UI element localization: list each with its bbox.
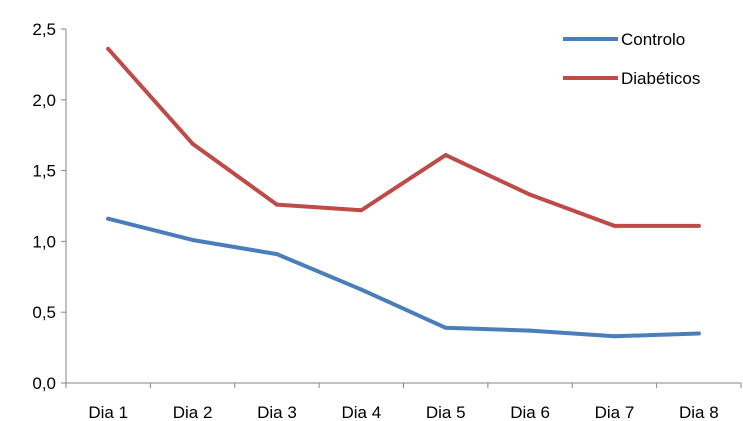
y-tick-label: 2,0 — [32, 91, 56, 110]
x-tick-label: Dia 3 — [257, 403, 297, 421]
data-point — [696, 331, 701, 336]
data-point — [274, 252, 279, 257]
data-point — [612, 223, 617, 228]
series-lines — [106, 46, 701, 339]
x-tick-label: Dia 4 — [341, 403, 381, 421]
data-point — [528, 192, 533, 197]
data-point — [443, 325, 448, 330]
x-tick-label: Dia 6 — [510, 403, 550, 421]
x-tick-label: Dia 7 — [595, 403, 635, 421]
data-point — [274, 202, 279, 207]
data-point — [190, 141, 195, 146]
data-point — [359, 208, 364, 213]
data-point — [106, 216, 111, 221]
data-point — [190, 237, 195, 242]
x-tick-label: Dia 8 — [679, 403, 719, 421]
x-tick-label: Dia 1 — [88, 403, 128, 421]
y-tick-label: 0,5 — [32, 303, 56, 322]
legend-label: Diabéticos — [621, 69, 700, 88]
series-line — [106, 216, 701, 339]
x-tick-label: Dia 2 — [173, 403, 213, 421]
data-point — [106, 46, 111, 51]
y-tick-label: 2,5 — [32, 20, 56, 39]
data-point — [359, 287, 364, 292]
y-tick-label: 1,0 — [32, 232, 56, 251]
y-axis: 0,0 0,5 1,0 1,5 2,0 2,5 — [32, 20, 67, 393]
data-point — [528, 328, 533, 333]
legend-label: Controlo — [621, 30, 685, 49]
y-tick-label: 0,0 — [32, 374, 56, 393]
legend: Controlo Diabéticos — [563, 30, 700, 88]
data-point — [443, 153, 448, 158]
data-point — [612, 334, 617, 339]
x-tick-label: Dia 5 — [426, 403, 466, 421]
x-axis: Dia 1 Dia 2 Dia 3 Dia 4 Dia 5 Dia 6 Dia 7 Dia 8 — [65, 382, 742, 421]
data-point — [696, 223, 701, 228]
series-line — [106, 46, 701, 228]
y-tick-label: 1,5 — [32, 162, 56, 181]
